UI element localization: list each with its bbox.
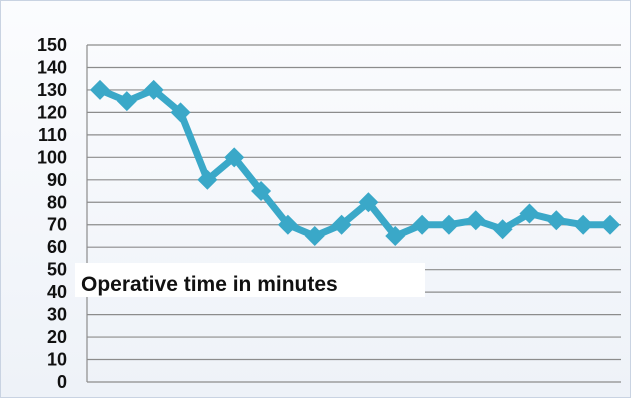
grid-lines <box>87 44 621 361</box>
y-tick-label: 140 <box>37 57 67 77</box>
y-tick-label: 110 <box>38 125 67 145</box>
y-tick-label: 20 <box>47 327 67 347</box>
axes <box>86 45 621 383</box>
data-point-5 <box>197 169 218 190</box>
series-operative-time <box>90 79 620 246</box>
data-point-16 <box>492 219 513 240</box>
data-point-13 <box>412 214 433 235</box>
data-point-9 <box>304 225 325 246</box>
y-tick-label: 50 <box>47 260 67 280</box>
data-point-17 <box>519 203 540 224</box>
y-tick-label: 10 <box>47 350 67 370</box>
chart-title-box: Operative time in minutes <box>75 263 425 297</box>
data-point-14 <box>438 214 459 235</box>
y-tick-label: 150 <box>37 35 67 55</box>
data-point-10 <box>331 214 352 235</box>
data-point-19 <box>573 214 594 235</box>
y-tick-label: 80 <box>47 192 67 212</box>
y-tick-label: 60 <box>47 237 67 257</box>
data-point-7 <box>251 181 272 202</box>
y-tick-label: 90 <box>47 170 67 190</box>
chart-title-background <box>75 263 425 297</box>
y-tick-label: 30 <box>47 305 67 325</box>
y-tick-label: 120 <box>37 102 67 122</box>
y-tick-label: 0 <box>57 372 67 392</box>
data-point-12 <box>385 225 406 246</box>
data-point-2 <box>116 91 137 112</box>
y-tick-label: 40 <box>47 282 67 302</box>
data-point-6 <box>224 147 245 168</box>
data-point-20 <box>600 214 620 235</box>
y-tick-label: 70 <box>47 215 67 235</box>
data-point-8 <box>277 214 298 235</box>
data-point-11 <box>358 192 379 213</box>
data-point-3 <box>143 79 164 100</box>
y-tick-label: 130 <box>37 80 67 100</box>
data-point-15 <box>465 210 486 231</box>
data-point-18 <box>546 210 567 231</box>
data-point-4 <box>170 102 191 123</box>
data-point-1 <box>90 79 110 100</box>
chart-title: Operative time in minutes <box>81 273 338 296</box>
y-tick-label: 100 <box>37 147 67 167</box>
